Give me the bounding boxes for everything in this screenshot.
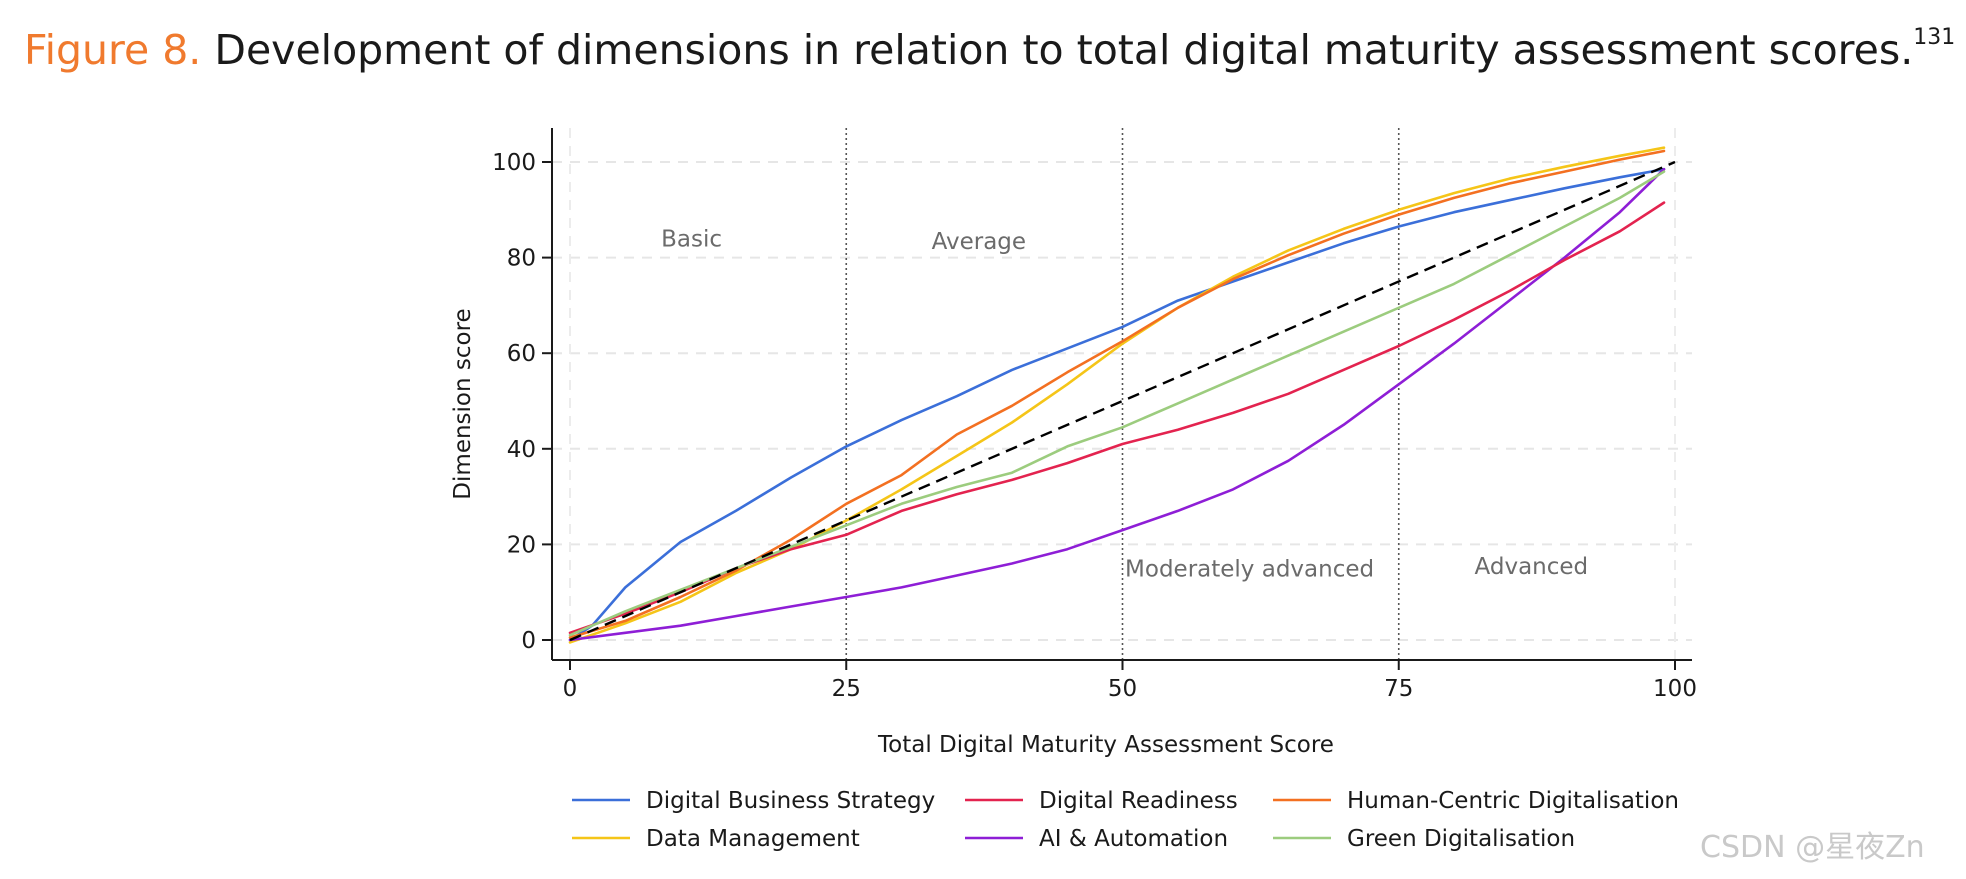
region-label-3: Advanced	[1475, 554, 1589, 580]
watermark: CSDN @星夜Zn	[1700, 830, 1925, 865]
legend-label-3: Data Management	[646, 826, 860, 852]
reference-line	[569, 160, 1676, 642]
x-tick-label: 75	[1384, 676, 1413, 702]
figure-caption: Development of dimensions in relation to…	[214, 26, 1914, 74]
y-tick-label: 20	[507, 532, 536, 558]
series-line-0	[568, 167, 1666, 642]
figure-reference: 131	[1913, 25, 1956, 50]
legend-label-4: AI & Automation	[1039, 826, 1228, 852]
legend: Digital Business Strategy Digital Readine…	[572, 788, 1679, 852]
legend-label-0: Digital Business Strategy	[646, 788, 935, 814]
y-tick-label: 80	[507, 246, 536, 272]
legend-label-1: Digital Readiness	[1039, 788, 1238, 814]
series-line-1	[568, 146, 1666, 644]
axes: 0 20 40 60 80 100 0 25 50 75 100	[492, 128, 1697, 702]
region-label-2: Moderately advanced	[1125, 556, 1374, 582]
y-tick-label: 100	[492, 150, 536, 176]
region-label-0: Basic	[661, 226, 722, 252]
x-tick-label: 25	[832, 676, 861, 702]
region-labels: Basic Average Moderately advanced Advanced	[661, 226, 1588, 582]
figure-title: Figure 8. Development of dimensions in r…	[24, 25, 1956, 74]
region-label-1: Average	[932, 229, 1026, 255]
y-tick-label: 0	[521, 628, 536, 654]
y-tick-label: 60	[507, 341, 536, 367]
x-tick-label: 100	[1653, 676, 1697, 702]
region-dividers	[845, 128, 1400, 660]
y-tick-label: 40	[507, 437, 536, 463]
figure-label: Figure 8.	[24, 26, 202, 74]
series-line-2	[568, 167, 1666, 642]
legend-label-2: Human-Centric Digitalisation	[1347, 788, 1679, 814]
y-axis-title: Dimension score	[450, 308, 476, 499]
x-tick-label: 0	[563, 676, 578, 702]
series-lines	[568, 146, 1676, 644]
grid-lines	[552, 128, 1692, 660]
x-tick-label: 50	[1108, 676, 1137, 702]
legend-label-5: Green Digitalisation	[1347, 826, 1575, 852]
x-axis-title: Total Digital Maturity Assessment Score	[877, 732, 1334, 758]
